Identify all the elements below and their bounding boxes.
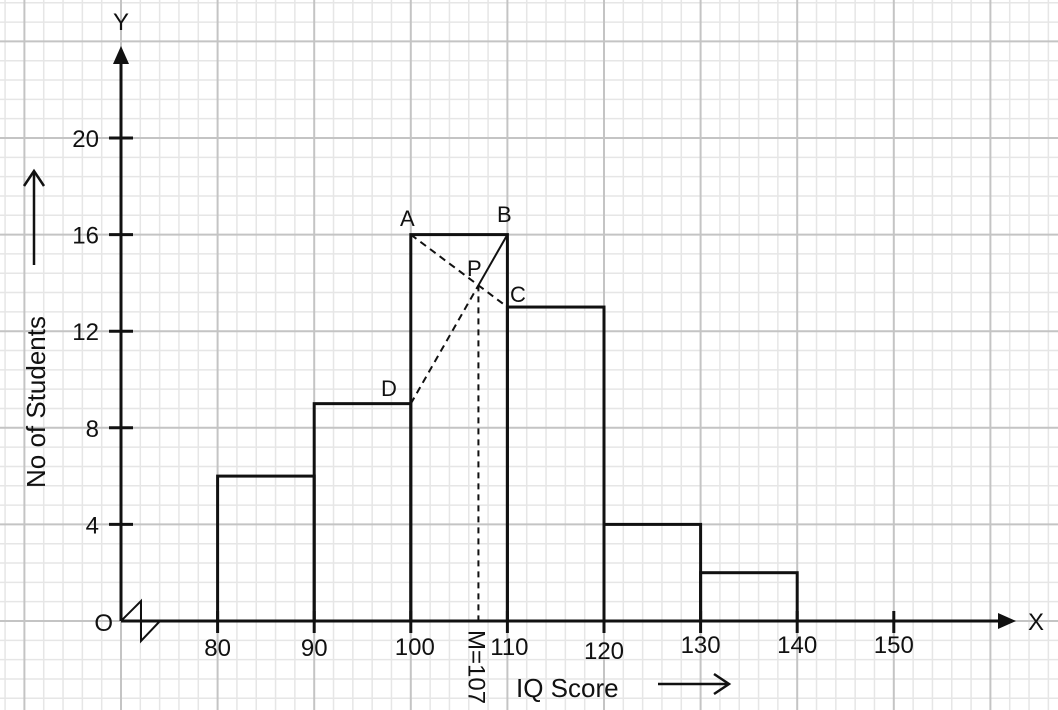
mode-label: M=107: [462, 630, 489, 704]
histogram-bar: [312, 402, 413, 623]
histogram-bar: [505, 305, 606, 623]
point-label-p: P: [467, 256, 482, 281]
y-axis-title: No of Students: [21, 316, 51, 488]
y-tick-label: 20: [72, 126, 99, 153]
x-tick-label: 140: [777, 632, 817, 659]
histogram-bar: [216, 474, 316, 623]
y-tick-label: 8: [86, 416, 99, 443]
x-axis-title: IQ Score: [516, 673, 619, 703]
x-tick-label: 110: [490, 634, 528, 661]
axes: [109, 46, 1016, 644]
y-tick-label: 4: [86, 512, 99, 539]
y-axis-name: Y: [113, 9, 129, 36]
x-axis-name: X: [1028, 609, 1044, 636]
y-tick-label: 16: [72, 223, 99, 250]
mode-construction: [409, 233, 509, 621]
point-label-b: B: [497, 202, 512, 227]
histogram-bar: [602, 522, 703, 623]
point-label-a: A: [400, 206, 415, 231]
y-tick-label: 12: [72, 319, 99, 346]
x-tick-label: 120: [584, 638, 624, 665]
histogram-bar: [699, 571, 799, 623]
x-tick-label: 80: [204, 635, 231, 662]
x-tick-label: 150: [874, 632, 914, 659]
x-tick-label: 90: [301, 635, 328, 662]
point-label-d: D: [381, 376, 397, 401]
x-tick-label: 130: [681, 632, 721, 659]
x-tick-label: 100: [395, 634, 435, 661]
origin-label: O: [94, 610, 113, 637]
point-label-c: C: [510, 282, 526, 307]
labels: 80 90 100 110 120 130 140 150 4 8 12 16 20 O X Y A B C D P M=…: [21, 9, 1044, 704]
